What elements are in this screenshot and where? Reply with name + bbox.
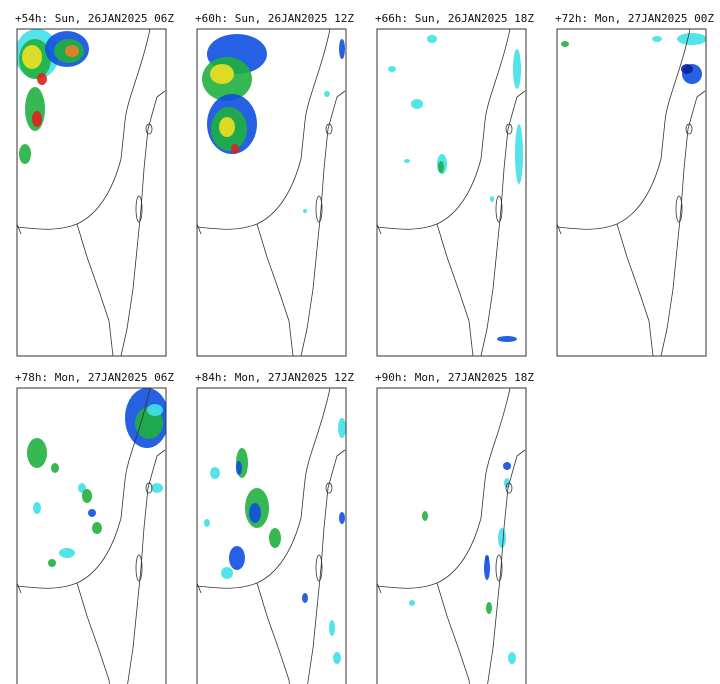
map-panel: +78h: Mon, 27JAN2025 06Z: [15, 371, 174, 684]
map-content: [17, 388, 166, 684]
precip-area: [221, 567, 233, 579]
precip-area: [498, 528, 506, 548]
precip-area: [422, 511, 428, 521]
precip-area: [82, 489, 92, 503]
precip-area: [427, 35, 437, 43]
panel-title: +78h: Mon, 27JAN2025 06Z: [15, 371, 174, 384]
precip-area: [485, 555, 489, 561]
precip-area: [249, 503, 261, 523]
precip-area: [339, 512, 345, 524]
precip-area: [484, 556, 490, 580]
precip-area: [411, 99, 423, 109]
precip-area: [503, 462, 511, 470]
panel-title: +90h: Mon, 27JAN2025 18Z: [375, 371, 534, 384]
map-panel: +66h: Sun, 26JAN2025 18Z: [375, 12, 534, 357]
map-panel: +84h: Mon, 27JAN2025 12Z: [195, 371, 354, 684]
precip-area: [497, 336, 517, 342]
precip-area: [508, 652, 516, 664]
precip-area: [51, 463, 59, 473]
precip-area: [652, 36, 662, 42]
map-frame: [16, 28, 167, 357]
panel-title: +72h: Mon, 27JAN2025 00Z: [555, 12, 714, 25]
panel-title: +60h: Sun, 26JAN2025 12Z: [195, 12, 354, 25]
precip-area: [561, 41, 569, 47]
precip-area: [210, 64, 234, 84]
map-frame: [376, 387, 527, 684]
precip-area: [404, 159, 410, 163]
precip-area: [339, 39, 345, 59]
precip-area: [210, 467, 220, 479]
precip-area: [229, 546, 245, 570]
precip-area: [333, 652, 341, 664]
map-frame: [16, 387, 167, 684]
precip-area: [27, 438, 47, 468]
panel-title: +84h: Mon, 27JAN2025 12Z: [195, 371, 354, 384]
precip-area: [33, 502, 41, 514]
map-background: [557, 29, 706, 356]
precip-area: [486, 602, 492, 614]
precip-area: [303, 209, 307, 213]
map-panel: +60h: Sun, 26JAN2025 12Z: [195, 12, 354, 357]
precip-area: [515, 124, 523, 184]
map-content: [17, 29, 166, 356]
panel-title: +66h: Sun, 26JAN2025 18Z: [375, 12, 534, 25]
map-content: [197, 388, 346, 684]
precip-area: [490, 196, 494, 202]
precip-area: [438, 161, 444, 173]
precip-area: [269, 528, 281, 548]
precip-area: [48, 559, 56, 567]
precip-area: [302, 593, 308, 603]
precip-area: [513, 49, 521, 89]
precip-area: [329, 620, 335, 636]
precip-area: [677, 33, 706, 45]
map-content: [197, 29, 346, 356]
map-frame: [196, 28, 347, 357]
map-panel: +90h: Mon, 27JAN2025 18Z: [375, 371, 534, 684]
precip-area: [219, 117, 235, 137]
map-content: [557, 29, 706, 356]
precip-area: [324, 91, 330, 97]
precip-area: [151, 483, 163, 493]
precip-area: [37, 73, 47, 85]
precip-area: [65, 45, 79, 57]
map-background: [377, 29, 526, 356]
map-panel: +54h: Sun, 26JAN2025 06Z: [15, 12, 174, 357]
map-panel: +72h: Mon, 27JAN2025 00Z: [555, 12, 714, 357]
precip-area: [388, 66, 396, 72]
map-frame: [376, 28, 527, 357]
precip-area: [231, 144, 239, 154]
precip-area: [32, 111, 42, 127]
map-content: [377, 29, 526, 356]
precip-area: [22, 45, 42, 69]
map-frame: [556, 28, 707, 357]
precip-area: [59, 548, 75, 558]
precip-area: [92, 522, 102, 534]
precip-area: [147, 404, 163, 416]
panel-title: +54h: Sun, 26JAN2025 06Z: [15, 12, 174, 25]
precip-area: [681, 64, 693, 74]
map-frame: [196, 387, 347, 684]
precip-area: [409, 600, 415, 606]
precip-area: [338, 418, 346, 438]
precip-area: [19, 144, 31, 164]
precip-area: [236, 461, 242, 475]
precip-area: [204, 519, 210, 527]
map-content: [377, 388, 526, 684]
precip-area: [88, 509, 96, 517]
